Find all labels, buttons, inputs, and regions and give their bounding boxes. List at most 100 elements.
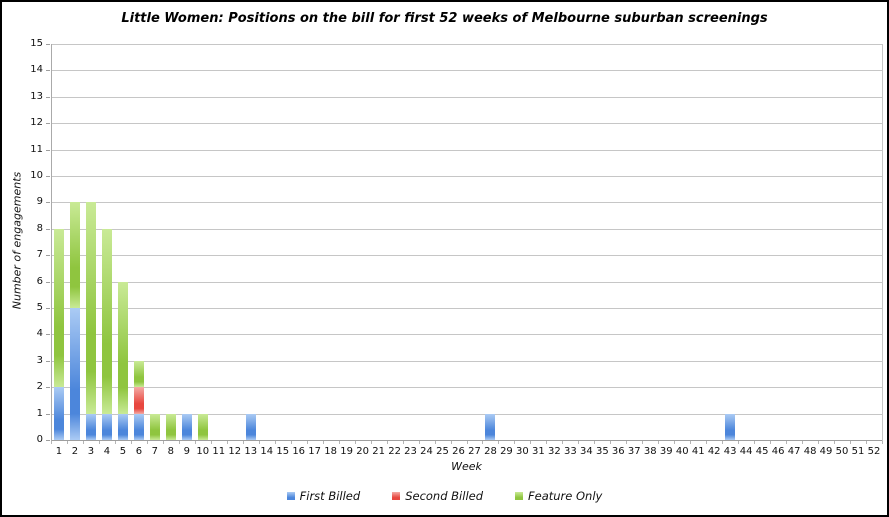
x-tick-label: 23 xyxy=(404,446,417,457)
gridline-1 xyxy=(51,413,882,415)
bar-segment-first-billed-week-4 xyxy=(101,413,112,440)
x-tick-label: 5 xyxy=(119,446,127,457)
y-axis-title: Number of engagements xyxy=(10,171,24,310)
y-tick-10 xyxy=(46,176,50,177)
gridline-10 xyxy=(51,176,882,177)
bar-segment-feature-only-week-3 xyxy=(85,202,96,414)
y-tick-label: 14 xyxy=(30,64,43,76)
x-tick-label: 12 xyxy=(228,446,242,457)
x-tick-label: 24 xyxy=(420,446,433,457)
x-tick-label: 21 xyxy=(372,446,385,457)
x-tick xyxy=(786,441,788,444)
x-tick xyxy=(434,441,436,444)
x-tick-label: 44 xyxy=(739,446,753,457)
x-tick xyxy=(818,441,820,444)
x-tick-label: 2 xyxy=(71,446,79,457)
y-tick-label: 4 xyxy=(36,328,43,340)
bar-segment-first-billed-week-3 xyxy=(85,413,96,440)
y-tick-label: 10 xyxy=(30,170,43,181)
gridline-14 xyxy=(51,70,882,72)
y-tick-0 xyxy=(46,440,50,441)
x-tick xyxy=(530,441,532,444)
gridline-15 xyxy=(51,44,882,45)
bar-segment-first-billed-week-28 xyxy=(485,413,496,440)
y-tick-4 xyxy=(46,334,50,336)
x-tick xyxy=(386,441,388,444)
y-tick-label: 3 xyxy=(36,354,43,366)
y-tick-2 xyxy=(46,387,50,389)
x-tick xyxy=(338,441,340,444)
x-tick xyxy=(578,441,580,444)
x-tick xyxy=(498,441,500,444)
x-tick xyxy=(146,441,148,444)
y-tick-label: 15 xyxy=(30,38,43,49)
x-tick xyxy=(642,441,644,444)
x-tick-label: 17 xyxy=(308,446,322,457)
gridline-3 xyxy=(51,360,882,362)
x-tick xyxy=(194,441,196,444)
bar-segment-first-billed-week-13 xyxy=(245,413,256,440)
y-tick-label: 8 xyxy=(36,222,43,234)
x-tick-label: 1 xyxy=(55,446,63,457)
x-tick-label: 8 xyxy=(167,446,175,457)
x-tick-label: 13 xyxy=(244,446,258,457)
x-tick-label: 27 xyxy=(468,446,481,457)
x-tick-label: 30 xyxy=(516,446,529,457)
x-tick xyxy=(162,441,164,444)
x-tick-label: 14 xyxy=(260,446,274,457)
bar-segment-feature-only-week-2 xyxy=(69,202,80,308)
x-tick xyxy=(114,441,116,444)
x-tick xyxy=(178,441,180,444)
x-tick xyxy=(450,441,452,444)
x-tick xyxy=(626,441,628,444)
gridline-5 xyxy=(51,308,882,309)
gridline-9 xyxy=(51,202,882,204)
bar-segment-feature-only-week-7 xyxy=(149,413,160,440)
x-tick xyxy=(722,441,724,444)
x-tick-label: 32 xyxy=(548,446,561,457)
x-tick xyxy=(882,441,883,444)
bar-segment-second-billed-week-6 xyxy=(133,387,144,414)
x-tick xyxy=(674,441,676,444)
y-tick-5 xyxy=(46,308,50,309)
y-tick-15 xyxy=(46,44,50,45)
y-tick-label: 9 xyxy=(36,196,43,208)
legend-item-feature-only: Feature Only xyxy=(515,489,602,503)
x-tick-label: 36 xyxy=(611,446,625,457)
x-tick-label: 49 xyxy=(819,446,833,457)
x-tick xyxy=(418,441,420,444)
x-tick-label: 15 xyxy=(276,446,290,457)
x-tick-label: 28 xyxy=(484,446,497,457)
legend-label: First Billed xyxy=(299,489,361,503)
x-tick xyxy=(210,441,212,444)
bar-segment-feature-only-week-6 xyxy=(133,360,144,388)
y-tick-11 xyxy=(46,149,50,151)
x-tick xyxy=(850,441,852,444)
legend: First Billed Second Billed Feature Only xyxy=(2,489,887,503)
x-tick-label: 41 xyxy=(691,446,705,457)
x-tick xyxy=(370,441,372,444)
x-tick xyxy=(866,441,868,444)
gridline-7 xyxy=(51,255,882,257)
x-tick xyxy=(482,441,484,444)
bar-segment-first-billed-week-6 xyxy=(133,413,144,440)
gridline-8 xyxy=(51,228,882,230)
x-tick xyxy=(738,441,740,444)
x-tick xyxy=(51,441,52,444)
x-tick xyxy=(594,441,596,444)
x-tick xyxy=(690,441,692,444)
y-tick-label: 12 xyxy=(30,117,43,129)
bar-segment-first-billed-week-2 xyxy=(69,308,80,440)
x-tick-label: 52 xyxy=(867,446,881,457)
x-tick-label: 35 xyxy=(595,446,609,457)
x-tick xyxy=(514,441,516,444)
x-tick xyxy=(770,441,772,444)
x-tick-label: 26 xyxy=(452,446,465,457)
gridline-12 xyxy=(51,123,882,125)
bar-segment-first-billed-week-43 xyxy=(725,413,736,440)
x-tick-label: 34 xyxy=(579,446,593,457)
x-tick-label: 7 xyxy=(151,446,159,457)
x-tick xyxy=(322,441,324,444)
x-tick xyxy=(66,441,68,444)
bar-segment-feature-only-week-8 xyxy=(165,413,176,440)
